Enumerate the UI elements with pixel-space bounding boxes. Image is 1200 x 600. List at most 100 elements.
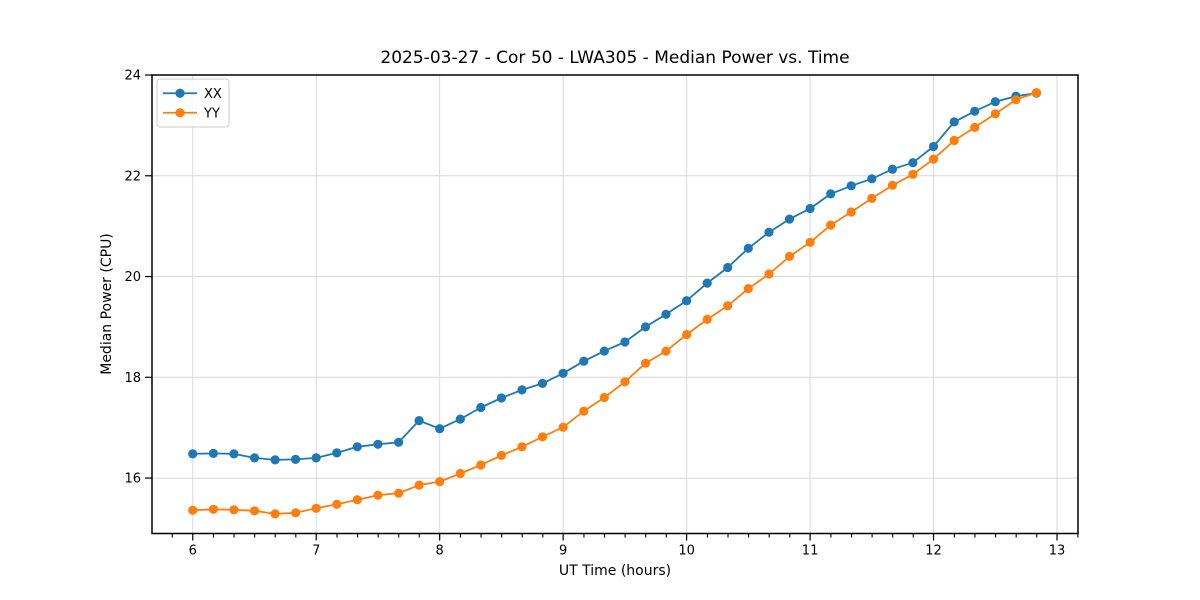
x-tick-label: 6 — [189, 544, 197, 559]
series-xx-marker — [249, 453, 260, 463]
series-yy-marker — [1031, 88, 1041, 98]
x-tick-label: 10 — [678, 544, 695, 559]
series-yy-marker — [867, 193, 877, 203]
series-yy-marker — [270, 509, 280, 519]
series-xx-marker — [887, 164, 898, 174]
series-xx-marker — [476, 402, 486, 413]
series-xx-marker — [455, 414, 465, 424]
series-yy-marker — [291, 508, 301, 518]
series-xx-marker — [723, 262, 733, 273]
series-yy-marker — [373, 490, 383, 500]
series-yy-marker — [949, 135, 959, 146]
series-xx-marker — [208, 448, 218, 458]
y-tick-label: 24 — [124, 69, 141, 84]
series-xx-marker — [352, 442, 362, 452]
series-yy-marker — [537, 432, 548, 442]
y-tick-label: 18 — [124, 371, 141, 386]
series-xx-marker — [990, 97, 1000, 107]
series-xx-marker — [846, 181, 856, 191]
series-yy-marker — [476, 460, 486, 470]
series-xx-marker — [394, 437, 404, 447]
legend-label-yy: YY — [203, 106, 220, 121]
legend: XX YY — [156, 78, 230, 128]
x-tick-label: 12 — [925, 544, 942, 559]
x-tick-label: 9 — [559, 544, 567, 559]
series-xx-marker — [805, 203, 815, 214]
series-xx-marker — [332, 448, 342, 458]
series-xx-marker — [537, 378, 548, 388]
series-yy-marker — [558, 422, 568, 432]
plot-border — [151, 74, 1079, 535]
series-yy-marker — [990, 109, 1000, 119]
axis-ticks: 6 7 8 9 10 11 12 13 16 18 20 22 24 — [124, 69, 1079, 559]
series-xx-marker — [908, 158, 918, 168]
series-yy-marker — [702, 314, 712, 324]
series-group — [188, 88, 1041, 519]
series-yy-marker — [229, 505, 239, 515]
series-xx-marker — [743, 243, 753, 253]
series-yy-marker — [620, 377, 630, 387]
series-yy-marker — [435, 477, 445, 487]
y-tick-label: 20 — [124, 270, 141, 285]
legend-box — [156, 78, 230, 128]
series-xx-marker — [414, 416, 424, 426]
series-yy-marker — [826, 220, 836, 230]
series-yy-marker — [682, 329, 692, 340]
series-xx-marker — [188, 449, 198, 459]
series-yy-marker — [908, 169, 918, 179]
series-yy-marker — [599, 392, 609, 403]
series-xx-marker — [764, 227, 774, 237]
series-yy-marker — [188, 505, 198, 515]
series-yy-marker — [743, 284, 753, 294]
series-xx-marker — [784, 214, 795, 224]
series-yy-marker — [970, 122, 980, 132]
series-xx-marker — [435, 424, 445, 434]
chart-title: 2025-03-27 - Cor 50 - LWA305 - Median Po… — [380, 48, 850, 68]
x-tick-label: 8 — [436, 544, 444, 559]
series-yy-marker — [1011, 95, 1021, 105]
series-yy-marker — [887, 180, 898, 190]
series-xx-marker — [558, 368, 568, 378]
legend-label-xx: XX — [204, 87, 222, 102]
series-xx-marker — [517, 385, 527, 395]
series-yy-marker — [723, 301, 733, 311]
series-yy-line — [191, 91, 1038, 515]
gridlines — [152, 74, 1078, 534]
series-xx-marker — [579, 356, 589, 366]
series-xx-marker — [682, 296, 692, 306]
series-yy-marker — [455, 468, 465, 479]
series-yy-marker — [352, 495, 362, 505]
series-yy-marker — [208, 504, 218, 514]
series-yy-marker — [517, 442, 527, 452]
legend-marker-yy — [175, 108, 185, 118]
series-xx-marker — [928, 141, 939, 152]
legend-item-xx: XX — [163, 87, 222, 102]
series-yy-marker — [394, 488, 404, 498]
series-xx-marker — [970, 106, 980, 116]
x-tick-label: 7 — [312, 544, 320, 559]
series-xx-marker — [291, 454, 301, 464]
series-yy-marker — [805, 237, 815, 247]
series-yy-marker — [928, 154, 939, 164]
series-xx-marker — [599, 346, 609, 356]
series-yy-marker — [784, 251, 795, 261]
x-axis-label: UT Time (hours) — [558, 563, 672, 579]
series-yy-marker — [579, 406, 589, 416]
series-yy-marker — [414, 480, 424, 490]
y-tick-label: 22 — [124, 169, 141, 184]
series-yy-marker — [661, 346, 671, 356]
series-yy-marker — [249, 506, 260, 516]
x-tick-label: 13 — [1049, 544, 1066, 559]
series-yy-marker — [311, 503, 321, 513]
series-yy-marker — [496, 450, 506, 460]
y-tick-label: 16 — [124, 472, 141, 487]
series-xx-marker — [373, 439, 383, 449]
x-tick-label: 11 — [802, 544, 819, 559]
series-xx-marker — [661, 309, 671, 319]
series-xx-marker — [867, 174, 877, 184]
series-xx-marker — [496, 393, 506, 403]
series-xx-marker — [949, 117, 959, 127]
series-xx-marker — [270, 455, 280, 465]
